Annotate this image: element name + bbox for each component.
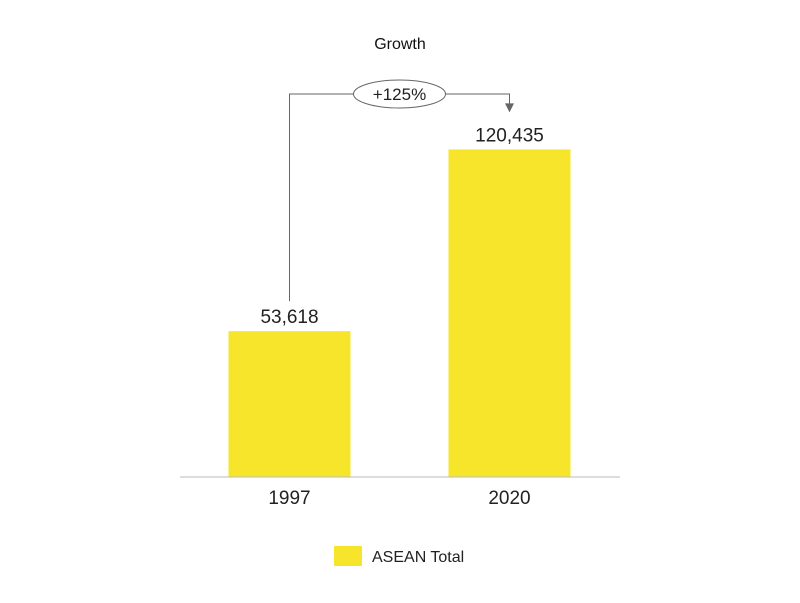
bar-1997 bbox=[228, 331, 351, 477]
data-label-2020: 120,435 bbox=[475, 125, 544, 146]
x-tick-label-1997: 1997 bbox=[268, 488, 310, 509]
legend-label: ASEAN Total bbox=[372, 549, 464, 566]
labels-layer: 53,618 120,435 bbox=[260, 125, 543, 328]
growth-badge bbox=[353, 79, 446, 109]
x-tick-label-2020: 2020 bbox=[488, 488, 530, 509]
legend-swatch bbox=[334, 546, 362, 566]
growth-arrowhead-icon bbox=[505, 103, 514, 113]
bar-2020 bbox=[448, 149, 571, 477]
growth-label: +125% bbox=[373, 85, 426, 104]
bars-layer bbox=[228, 149, 571, 477]
x-axis-ticks: 1997 2020 bbox=[268, 488, 530, 509]
growth-annotation: +125% bbox=[289, 79, 514, 302]
data-label-1997: 53,618 bbox=[260, 307, 318, 328]
legend: ASEAN Total bbox=[334, 546, 464, 566]
chart-title: Growth bbox=[374, 36, 426, 53]
